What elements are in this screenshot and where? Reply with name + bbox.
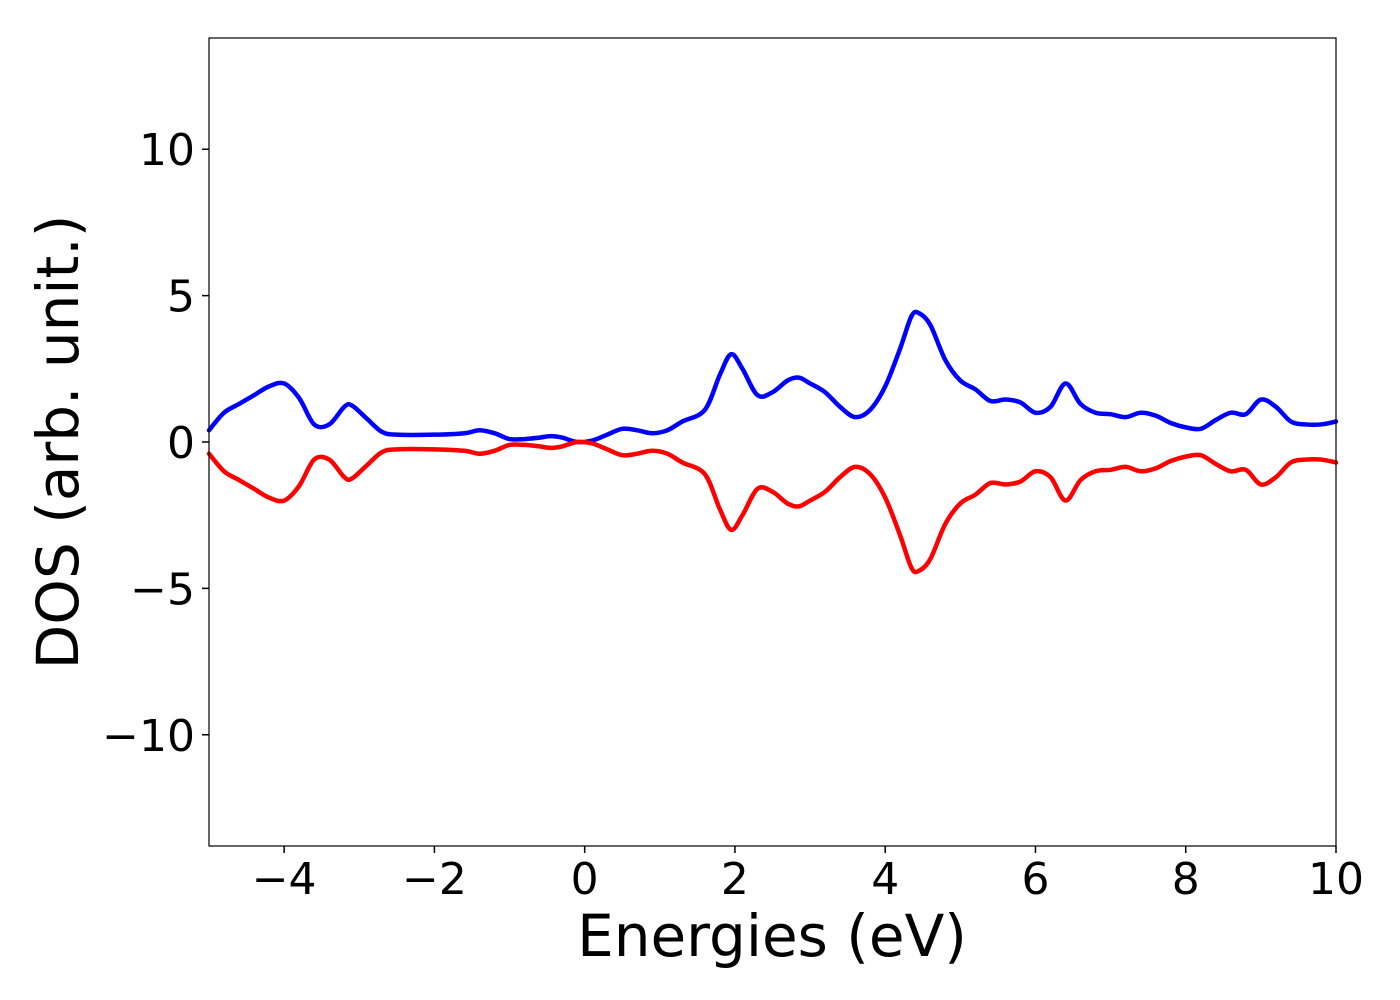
series-line-down bbox=[206, 439, 1339, 575]
x-tick-label: −2 bbox=[402, 854, 467, 905]
y-axis: −10 −5 0 5 10 bbox=[102, 125, 209, 762]
x-tick-label: 2 bbox=[721, 854, 749, 905]
y-tick-label: −5 bbox=[130, 564, 195, 615]
x-tick-label: 4 bbox=[871, 854, 899, 905]
plot-frame bbox=[208, 37, 1337, 847]
x-axis-label: Energies (eV) bbox=[577, 902, 967, 970]
y-tick-label: −10 bbox=[102, 711, 195, 762]
y-tick-label: 0 bbox=[167, 418, 195, 469]
x-tick-label: −4 bbox=[252, 854, 317, 905]
y-tick-label: 5 bbox=[167, 272, 195, 323]
x-tick-label: 10 bbox=[1308, 854, 1364, 905]
x-tick-label: 6 bbox=[1021, 854, 1049, 905]
x-tick-label: 0 bbox=[571, 854, 599, 905]
x-axis: −4 −2 0 2 4 6 8 10 bbox=[252, 846, 1364, 905]
series-line-up bbox=[206, 309, 1339, 445]
series-layer bbox=[206, 309, 1339, 575]
x-tick-label: 8 bbox=[1172, 854, 1200, 905]
y-tick-label: 10 bbox=[139, 125, 195, 176]
y-axis-label: DOS (arb. unit.) bbox=[24, 215, 92, 670]
